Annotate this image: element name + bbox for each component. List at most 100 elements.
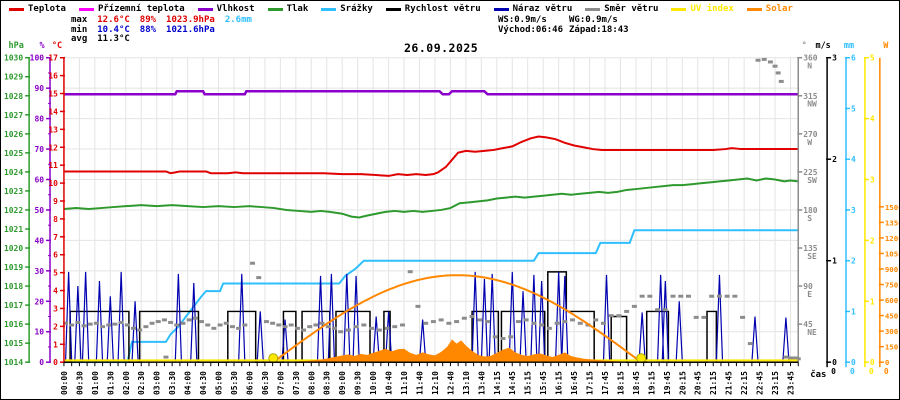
svg-text:3: 3 (851, 206, 856, 215)
chart-gridlines (63, 57, 799, 363)
svg-text:10: 10 (34, 328, 44, 337)
time-tick-label: 01:30 (106, 371, 115, 395)
time-tick-label: 07:30 (292, 371, 301, 395)
max-humidity: 89% (139, 15, 157, 25)
time-tick-label: 17:45 (601, 371, 610, 395)
svg-text:3: 3 (53, 304, 58, 313)
wind-speed-stat: WS:0.9m/s (498, 15, 547, 25)
time-tick-label: 04:30 (199, 371, 208, 395)
time-tick-label: 17:15 (586, 371, 595, 395)
svg-text:4: 4 (851, 155, 856, 164)
legend-swatch-srazky (321, 7, 337, 11)
svg-text:270: 270 (803, 130, 818, 139)
time-tick-label: 15:45 (539, 371, 548, 395)
svg-text:12: 12 (48, 143, 58, 152)
legend-label-rychlost-vetru: Rychlost větru (404, 4, 481, 14)
svg-text:0: 0 (832, 358, 837, 367)
svg-text:40: 40 (34, 236, 44, 245)
svg-text:20: 20 (34, 297, 44, 306)
svg-text:100: 100 (30, 54, 45, 63)
svg-text:135: 135 (803, 244, 818, 253)
legend-swatch-naraz-vetru (493, 7, 509, 11)
svg-text:1026: 1026 (4, 130, 23, 139)
series-sr-ky (63, 229, 799, 364)
svg-text:0: 0 (850, 367, 855, 376)
svg-text:8: 8 (53, 215, 58, 224)
svg-text:1014: 1014 (4, 358, 23, 367)
svg-text:450: 450 (885, 312, 899, 321)
series-n-raz-v-tru (64, 271, 790, 363)
svg-text:60: 60 (34, 175, 44, 184)
stats-max-row: max 12.6°C 89% 1023.9hPa 2.6mm (71, 15, 262, 26)
svg-text:SW: SW (807, 176, 817, 185)
stats-min-row: min 10.4°C 88% 1021.6hPa (71, 24, 262, 36)
svg-text:N: N (807, 62, 812, 71)
min-label: min (71, 24, 88, 35)
time-tick-label: 21:45 (725, 371, 734, 395)
time-tick-label: 06:00 (245, 371, 254, 395)
svg-text:1021: 1021 (4, 225, 23, 234)
svg-text:hPa: hPa (9, 40, 24, 50)
time-tick-label: 19:15 (647, 371, 656, 395)
svg-text:45: 45 (803, 320, 813, 329)
time-tick-label: 08:30 (323, 371, 332, 395)
time-tick-label: 14:15 (493, 371, 502, 395)
legend-item-uv-index: UV index (671, 4, 734, 14)
series-tlak (63, 177, 799, 219)
legend-swatch-smer-vetru (585, 7, 601, 11)
wind-gust-stat: WG:0.9m/s (569, 15, 618, 25)
svg-text:5: 5 (870, 54, 875, 63)
max-label: max (71, 15, 88, 25)
svg-text:1020: 1020 (4, 244, 23, 253)
legend-label-uv-index: UV index (690, 4, 734, 14)
svg-text:mm: mm (844, 40, 854, 50)
time-tick-label: 23:15 (771, 371, 780, 395)
svg-text:0: 0 (870, 358, 875, 367)
svg-text:1022: 1022 (4, 206, 23, 215)
svg-text:90: 90 (803, 282, 813, 291)
time-tick-label: 13:10 (462, 371, 471, 395)
time-tick-label: 00:30 (75, 371, 84, 395)
time-tick-label: 23:45 (787, 371, 796, 395)
legend-item-srazky: Srážky (321, 4, 373, 14)
legend-label-smer-vetru: Směr větru (604, 4, 659, 14)
legend-label-naraz-vetru: Náraz větru (512, 4, 573, 14)
min-humidity: 88% (139, 24, 157, 35)
svg-text:0: 0 (885, 358, 890, 367)
series-sm-r-v-tru (62, 57, 801, 361)
svg-text:1350: 1350 (885, 218, 899, 227)
svg-text:4: 4 (53, 287, 58, 296)
time-tick-label: 09:00 (338, 371, 347, 395)
svg-text:3: 3 (870, 175, 875, 184)
svg-text:4: 4 (870, 115, 875, 124)
legend-swatch-vlhkost (197, 7, 213, 11)
legend-swatch-solar (746, 7, 762, 11)
sun-times-row: Východ:06:46 Západ:18:43 (498, 25, 629, 36)
time-tick-label: 18:15 (616, 371, 625, 395)
svg-text:1200: 1200 (885, 234, 899, 243)
svg-text:180: 180 (803, 206, 818, 215)
time-tick-label: 13:40 (477, 371, 486, 395)
series-teplota (63, 135, 799, 177)
svg-text:W: W (807, 138, 812, 147)
time-tick-label: 03:30 (168, 371, 177, 395)
time-tick-label: 20:15 (678, 371, 687, 395)
max-temperature: 12.6°C (97, 15, 130, 25)
svg-text:315: 315 (803, 92, 818, 101)
svg-text:%: % (40, 40, 46, 50)
svg-text:16: 16 (48, 72, 58, 81)
time-tick-label: 20:45 (694, 371, 703, 395)
svg-text:1028: 1028 (4, 92, 23, 101)
legend-label-vlhkost: Vlhkost (216, 4, 255, 14)
time-tick-label: 10:00 (369, 371, 378, 395)
svg-text:2: 2 (870, 236, 875, 245)
svg-text:10: 10 (48, 179, 58, 188)
svg-text:°: ° (802, 40, 807, 50)
svg-text:1023: 1023 (4, 187, 23, 196)
time-tick-label: 01:00 (91, 371, 100, 395)
time-tick-label: 11:10 (400, 371, 409, 395)
time-tick-label: 07:00 (276, 371, 285, 395)
svg-text:2: 2 (851, 257, 856, 266)
